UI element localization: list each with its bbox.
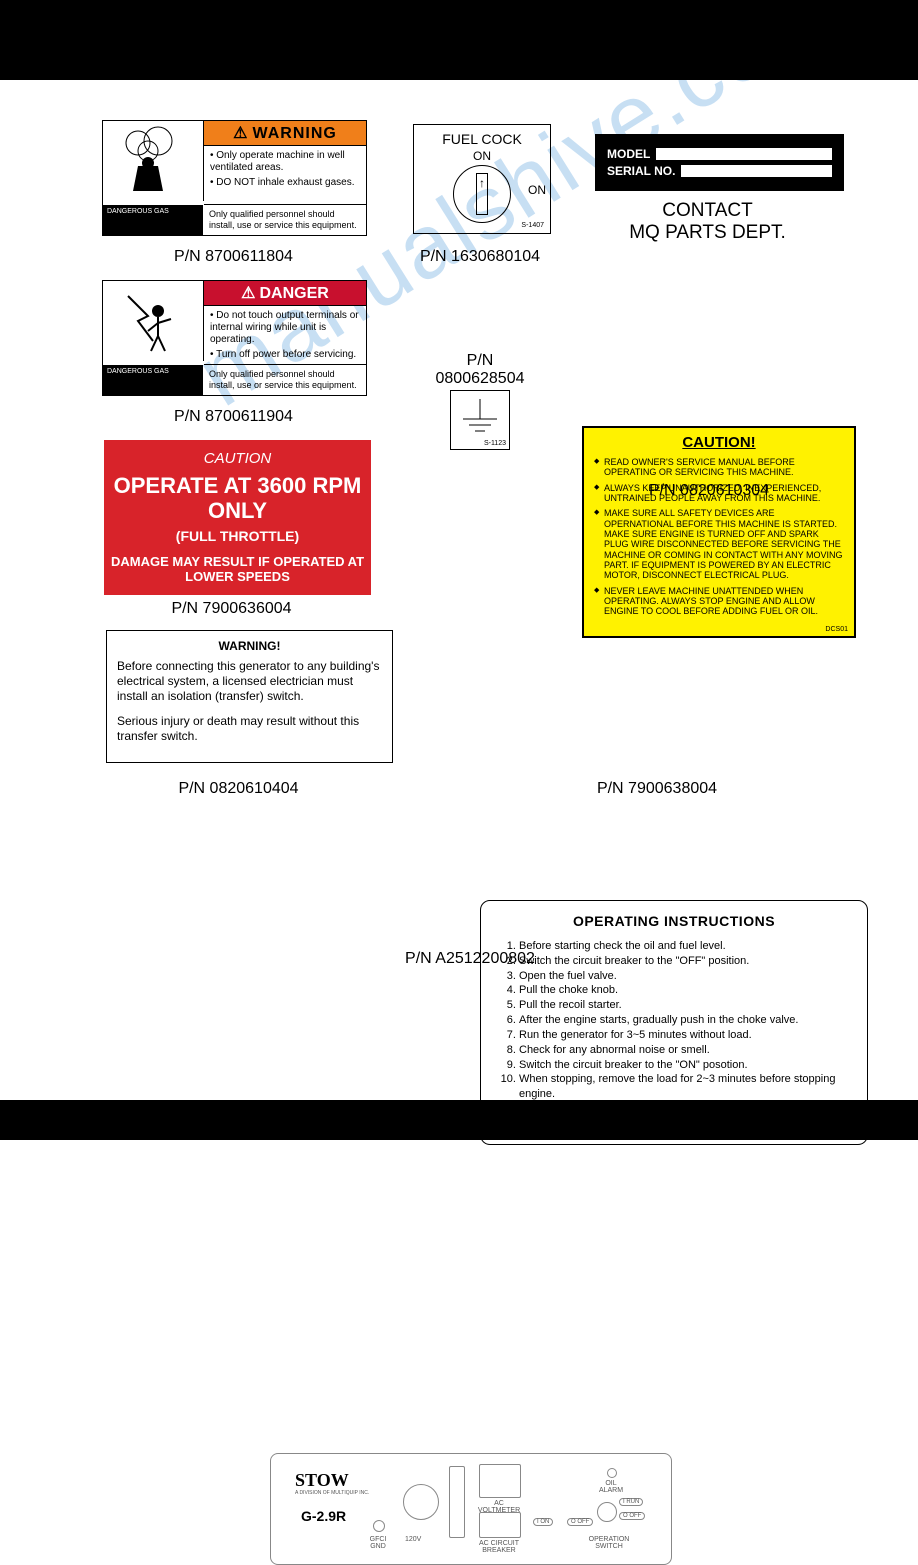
warning-foot: Only qualified personnel should install,… [203,205,366,235]
voltmeter [479,1464,521,1498]
decal-ground: S-1123 [450,390,510,450]
gas-pictogram [103,121,204,201]
pn-ops: P/N 7900638004 [480,780,834,798]
serial-label: SERIAL NO. [607,164,675,178]
run-pill: I RUN [619,1498,643,1506]
caution-y-sn: DCS01 [825,626,848,633]
fuel-on-side: ON [528,183,546,197]
danger-header: DANGER [204,281,366,306]
pn-caution-y: P/N 0820610304 [582,482,836,500]
caution-y-title: CAUTION! [594,434,844,451]
contact-l2: MQ PARTS DEPT. [595,222,820,244]
pn-warning-box: P/N 0820610404 [106,780,371,798]
caution-y-list: READ OWNER'S SERVICE MANUAL BEFORE OPERA… [594,457,844,617]
breaker-slot [449,1466,465,1538]
pn-warning-gas: P/N 8700611804 [102,248,365,266]
caution-y-item: MAKE SURE ALL SAFETY DEVICES ARE OPERNAT… [594,508,844,580]
op-switch [597,1502,617,1522]
contact-caption: CONTACT MQ PARTS DEPT. [595,200,820,244]
oil-led [607,1468,617,1478]
op-switch-label: OPERATION SWITCH [587,1536,631,1550]
warning-b2: • DO NOT inhale exhaust gases. [210,177,360,189]
fuel-sn: S-1407 [521,222,544,229]
gfci-hole [373,1520,385,1532]
pn-fuel: P/N 1630680104 [400,248,560,266]
ops-item: After the engine starts, gradually push … [519,1013,851,1028]
warning-b1: • Only operate machine in well ventilate… [210,150,360,174]
off-pill: O OFF [567,1518,593,1526]
model-label: MODEL [607,147,650,161]
off2-pill: O OFF [619,1512,645,1520]
decal-warning-box: WARNING! Before connecting this generato… [106,630,393,763]
decal-caution-yellow: CAUTION! READ OWNER'S SERVICE MANUAL BEF… [582,426,856,638]
warning-box-p2: Serious injury or death may result witho… [117,714,382,744]
pn-danger: P/N 8700611904 [102,408,365,426]
fuel-dial: ↑ [453,165,511,223]
ground-sn: S-1123 [484,440,506,447]
danger-b2: • Turn off power before servicing. [210,349,360,361]
caution-red-l4: DAMAGE MAY RESULT IF OPERATED AT LOWER S… [110,554,365,585]
decal-caution-red: CAUTION OPERATE AT 3600 RPM ONLY (FULL T… [104,440,371,595]
ops-item: Open the fuel valve. [519,969,851,984]
decal-model-serial: MODEL SERIAL NO. [595,134,844,191]
pn-ground: P/N 0800628504 [420,352,540,388]
fuel-cock-title: FUEL COCK [414,131,550,147]
shock-pictogram [103,281,204,361]
dangerous-gas-tag-2: DANGEROUS GAS [103,365,203,395]
warning-box-title: WARNING! [117,639,382,653]
danger-b1: • Do not touch output terminals or inter… [210,310,360,346]
gfci-label: GFCI GND [365,1536,391,1550]
pn-caution-red: P/N 7900636004 [104,600,359,618]
on-pill: I ON [533,1518,553,1526]
ops-item: Pull the recoil starter. [519,998,851,1013]
panel-logo: STOW [295,1470,349,1491]
caution-red-l1: CAUTION [110,450,365,467]
ops-title: OPERATING INSTRUCTIONS [497,913,851,929]
fuel-on-top: ON [414,149,550,163]
ops-item: Check for any abnormal noise or smell. [519,1043,851,1058]
danger-foot: Only qualified personnel should install,… [203,365,366,395]
breaker-label: AC CIRCUIT BREAKER [475,1540,523,1554]
ops-item: When stopping, remove the load for 2~3 m… [519,1072,851,1102]
decal-fuel-cock: FUEL COCK ON ↑ ON S-1407 [413,124,551,234]
warning-header: WARNING [204,121,366,146]
ops-item: Run the generator for 3~5 minutes withou… [519,1028,851,1043]
caution-y-item: READ OWNER'S SERVICE MANUAL BEFORE OPERA… [594,457,844,478]
caution-red-l3: (FULL THROTTLE) [110,528,365,544]
footer-bar [0,1100,918,1140]
ops-item: Pull the choke knob. [519,983,851,998]
caution-red-l2: OPERATE AT 3600 RPM ONLY [110,473,365,524]
decal-danger: DANGER • Do not touch output terminals o… [102,280,367,396]
oil-label: OIL ALARM [597,1480,625,1494]
panel-sub: A DIVISION OF MULTIQUIP INC. [295,1490,369,1496]
pn-panel: P/N A2512200802 [270,950,670,968]
caution-y-item: NEVER LEAVE MACHINE UNATTENDED WHEN OPER… [594,586,844,617]
warning-box-p1: Before connecting this generator to any … [117,659,382,704]
contact-l1: CONTACT [595,200,820,222]
ops-item: Switch the circuit breaker to the "ON" p… [519,1058,851,1073]
dangerous-gas-tag: DANGEROUS GAS [103,205,203,235]
outlet-120v [403,1484,439,1520]
circuit-breaker [479,1512,521,1538]
decal-panel: STOW A DIVISION OF MULTIQUIP INC. G-2.9R… [270,1453,672,1565]
header-bar [0,0,918,80]
decal-warning-gas: WARNING • Only operate machine in well v… [102,120,367,236]
panel-model: G-2.9R [301,1508,346,1524]
120v-label: 120V [405,1536,421,1543]
